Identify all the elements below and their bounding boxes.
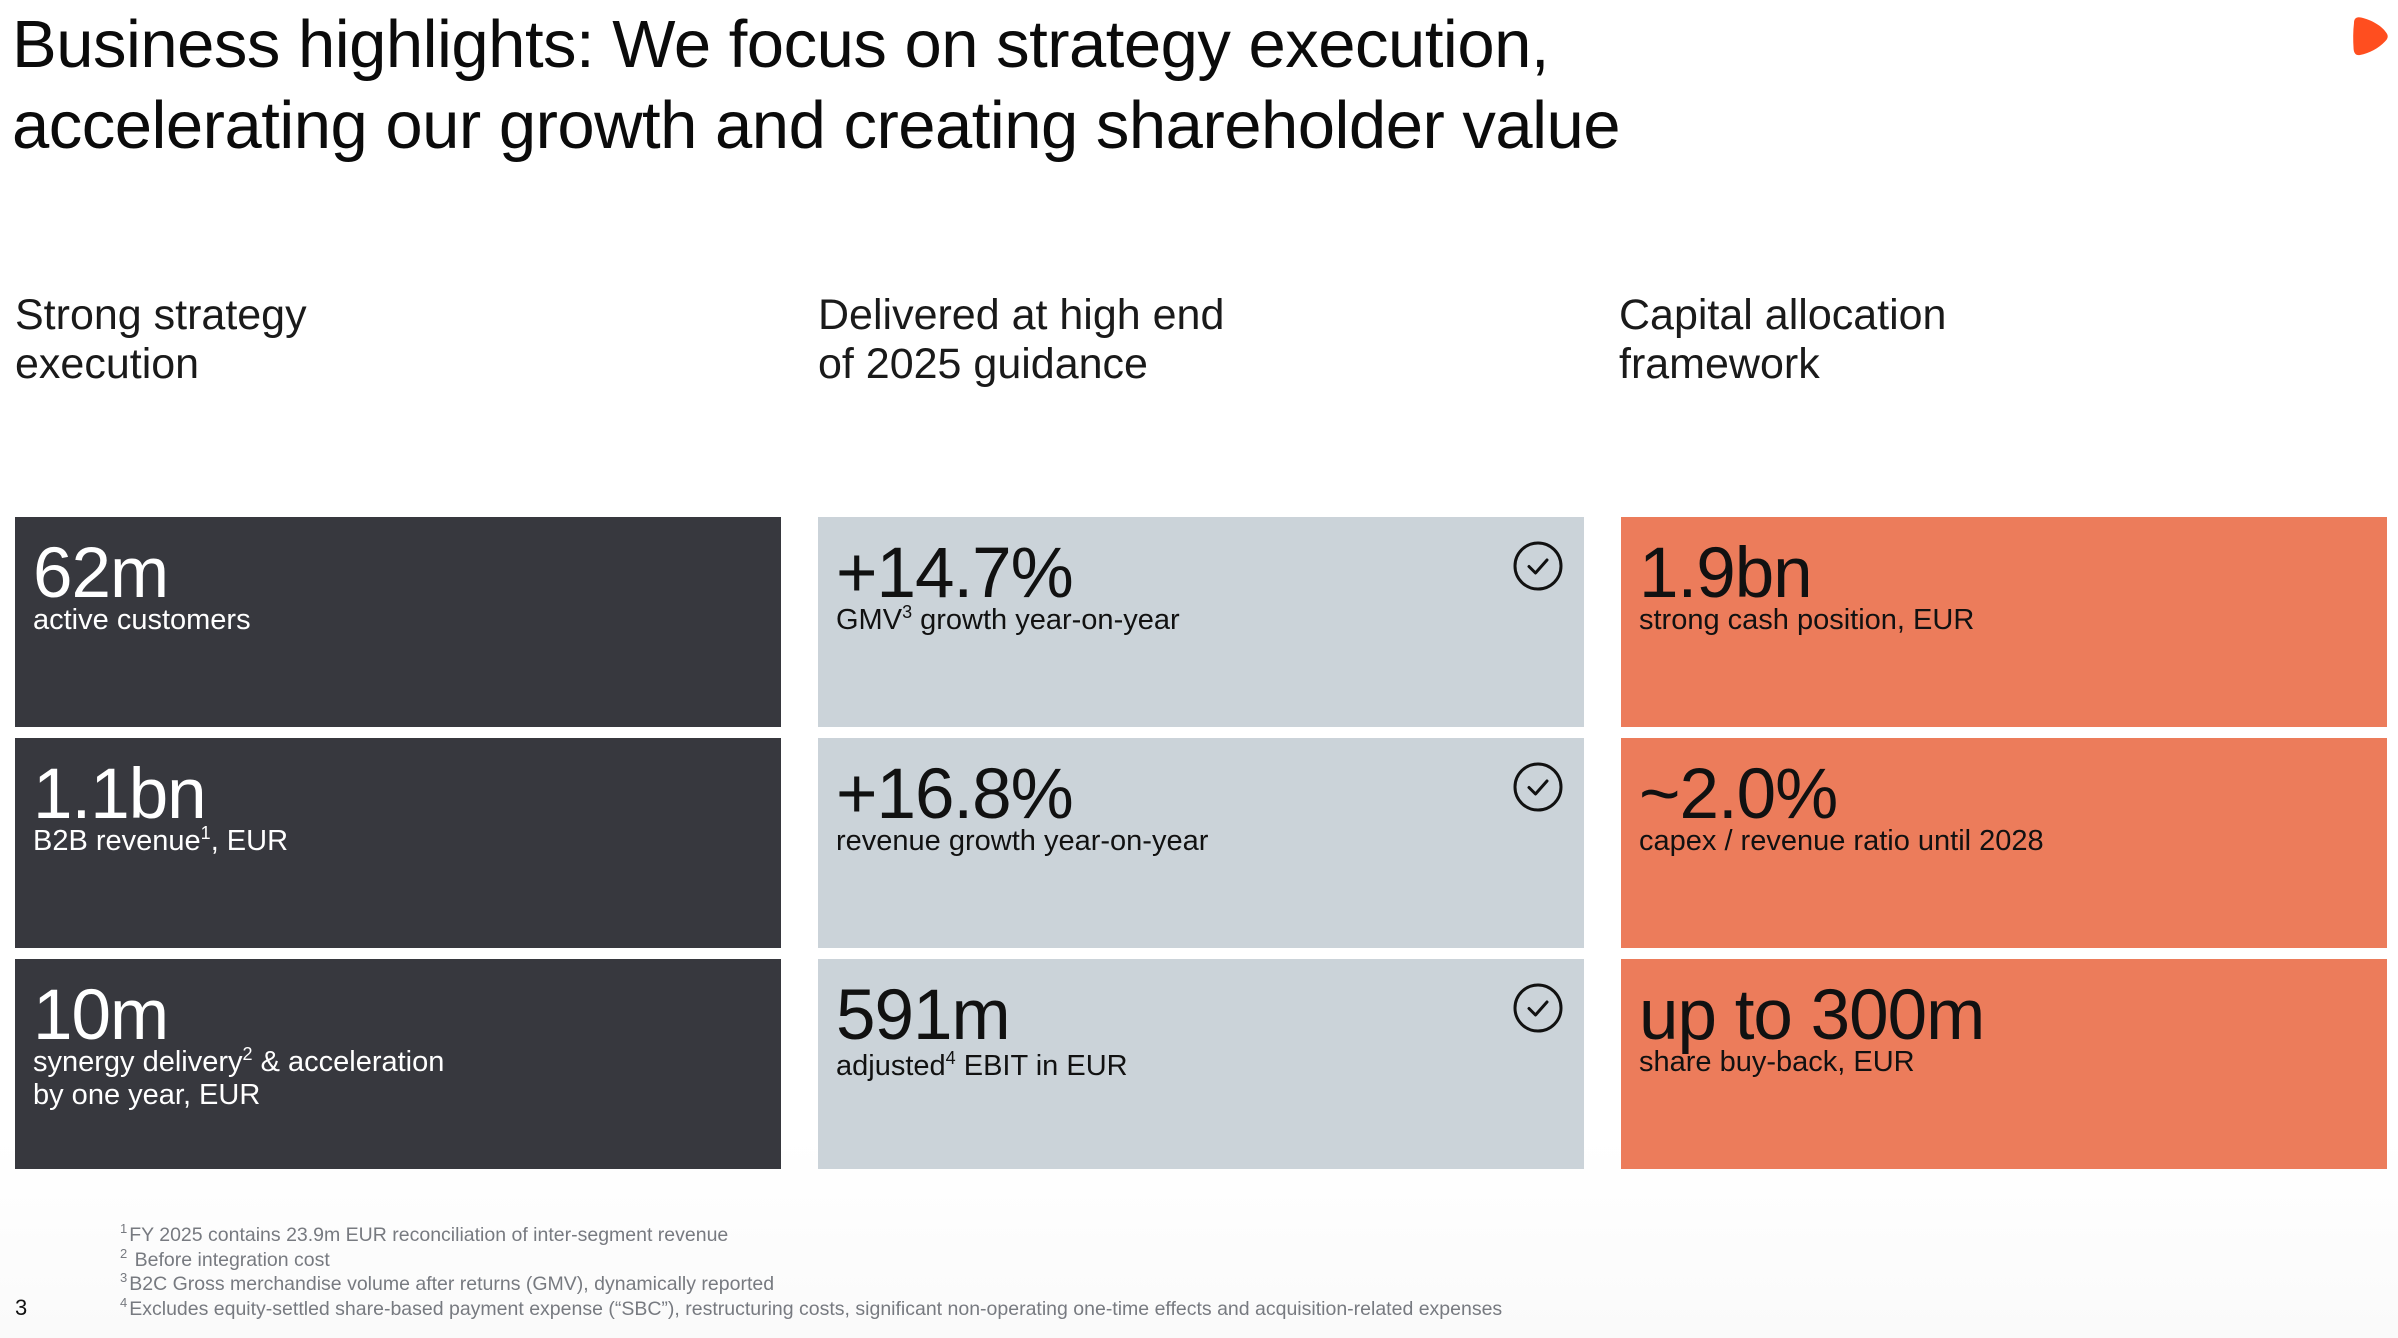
kpi-value: 62m [33,534,169,613]
kpi-description: strong cash position, EUR [1639,604,1974,637]
kpi-description-text: strong cash position, EUR [1639,604,1975,636]
kpi-description-suffix: EBIT in EUR [955,1050,1128,1082]
kpi-description: synergy delivery2 & acceleration by one … [33,1044,445,1112]
kpi-description-text: active customers [33,604,251,636]
column-heading-guidance: Delivered at high end of 2025 guidance [818,291,1224,389]
kpi-value: +16.8% [836,755,1074,834]
kpi-card-synergy-delivery: 10m synergy delivery2 & acceleration by … [15,959,781,1169]
check-circle-icon [1513,541,1563,591]
kpi-value: up to 300m [1639,976,1985,1055]
kpi-description: capex / revenue ratio until 2028 [1639,825,2044,858]
footnote-1: 1 FY 2025 contains 23.9m EUR reconciliati… [120,1221,1502,1248]
kpi-value: 1.1bn [33,755,207,834]
footnote-number: 3 [120,1270,128,1285]
footnote-4: 4 Excludes equity-settled share-based pay… [120,1294,1503,1322]
kpi-card-cash-position: 1.9bn strong cash position, EUR [1621,517,2387,727]
kpi-description-text: revenue growth year-on-year [836,825,1209,857]
heading-line-1: Strong strategy [15,291,307,339]
heading-line-1: Capital allocation [1619,291,1947,339]
kpi-description: adjusted4 EBIT in EUR [836,1048,1128,1083]
kpi-description-text: GMV [836,604,903,636]
heading-line-1: Delivered at high end [818,291,1225,339]
kpi-value: ~2.0% [1639,755,1838,834]
footnote-ref: 2 [242,1044,253,1064]
kpi-description-line-2: by one year, EUR [33,1079,261,1111]
kpi-card-adjusted-ebit: 591m adjusted4 EBIT in EUR [818,959,1584,1169]
kpi-card-capex-ratio: ~2.0% capex / revenue ratio until 2028 [1621,738,2387,948]
footnote-ref: 1 [200,823,211,843]
footnote-ref: 3 [902,602,913,622]
kpi-card-revenue-growth: +16.8% revenue growth year-on-year [818,738,1584,948]
check-circle-icon [1513,762,1563,812]
column-heading-capital-allocation: Capital allocation framework [1619,291,1946,389]
kpi-description-text: share buy-back, EUR [1639,1046,1915,1078]
footnote-text: Before integration cost [134,1248,330,1271]
heading-line-2: execution [15,340,200,388]
column-heading-strategy: Strong strategy execution [15,291,307,389]
kpi-value: 1.9bn [1639,534,1813,613]
footnote-2: 2 Before integration cost [120,1245,1502,1273]
heading-line-2: framework [1619,340,1820,388]
kpi-description: B2B revenue1, EUR [33,823,289,858]
kpi-description: revenue growth year-on-year [836,825,1208,858]
kpi-card-gmv-growth: +14.7% GMV3 growth year-on-year [818,517,1584,727]
footnote-number: 1 [120,1221,128,1236]
footnote-3: 3 B2C Gross merchandise volume after retu… [120,1270,1502,1297]
kpi-value: +14.7% [836,534,1074,613]
kpi-description-suffix: & acceleration [252,1046,445,1078]
kpi-description: GMV3 growth year-on-year [836,602,1180,637]
footnotes: 1 FY 2025 contains 23.9m EUR reconciliati… [120,1221,1503,1322]
footnote-text: Excludes equity-settled share-based paym… [129,1297,1503,1320]
kpi-card-b2b-revenue: 1.1bn B2B revenue1, EUR [15,738,781,948]
footnote-ref: 4 [945,1048,956,1068]
slide-title: Business highlights: We focus on strateg… [12,4,1621,166]
footnote-number: 2 [120,1245,128,1261]
kpi-description-text: adjusted [836,1050,946,1082]
page-number: 3 [15,1295,28,1320]
heading-line-2: of 2025 guidance [818,340,1148,388]
kpi-description: share buy-back, EUR [1639,1046,1915,1079]
kpi-description-suffix: , EUR [210,825,289,857]
slide-title-line-1: Business highlights: We focus on strateg… [12,7,1549,82]
slide-title-line-2: accelerating our growth and creating sha… [12,88,1621,163]
footnote-text: FY 2025 contains 23.9m EUR reconciliatio… [129,1224,729,1246]
kpi-description-text: synergy delivery [33,1046,243,1078]
kpi-value: 10m [33,976,169,1055]
kpi-description-text: B2B revenue [33,825,201,857]
footnote-number: 4 [120,1294,128,1310]
brand-logo-icon [2353,17,2388,56]
kpi-card-active-customers: 62m active customers [15,517,781,727]
check-circle-icon [1513,983,1563,1033]
kpi-value: 591m [836,976,1011,1055]
kpi-card-share-buyback: up to 300m share buy-back, EUR [1621,959,2387,1169]
footnote-text: B2C Gross merchandise volume after retur… [129,1273,775,1295]
kpi-description-suffix: growth year-on-year [912,604,1180,636]
kpi-description: active customers [33,604,251,637]
kpi-description-text: capex / revenue ratio until 2028 [1639,825,2044,857]
